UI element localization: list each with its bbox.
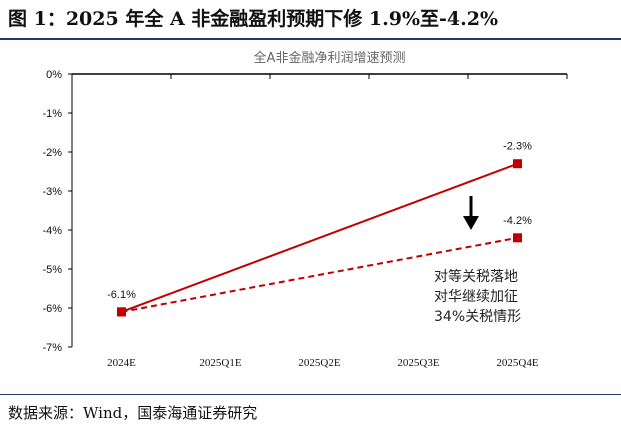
plot-area xyxy=(72,74,567,347)
x-tick-label: 2025Q3E xyxy=(397,357,439,369)
series-line-baseline xyxy=(121,162,518,313)
y-tick-label: -3% xyxy=(42,186,62,198)
y-tick-label: -4% xyxy=(42,225,62,237)
data-label: -2.3% xyxy=(503,141,532,153)
data-label: -4.2% xyxy=(503,215,532,227)
data-point xyxy=(513,159,522,169)
x-tick-label: 2025Q1E xyxy=(199,357,241,369)
x-tick-label: 2024E xyxy=(107,357,136,369)
x-tick-label: 2025Q4E xyxy=(496,357,538,369)
data-point xyxy=(117,307,126,317)
data-label: -6.1% xyxy=(107,289,136,301)
annotation-line: 对等关税落地 xyxy=(434,268,518,285)
figure-title: 图 1：2025 年全 A 非金融盈利预期下修 1.9%至-4.2% xyxy=(8,8,499,30)
annotation-line: 34%关税情形 xyxy=(434,309,521,325)
series-line-tariff-scenario xyxy=(121,236,518,313)
y-tick-label: -5% xyxy=(42,264,62,276)
y-tick-label: -6% xyxy=(42,303,62,315)
y-tick-label: -1% xyxy=(42,108,62,120)
source-note: 数据来源：Wind，国泰海通证券研究 xyxy=(8,404,258,422)
title-rule xyxy=(0,38,621,40)
y-tick-label: 0% xyxy=(46,69,62,81)
annotation-line: 对华继续加征 xyxy=(434,288,518,305)
down-arrow-head-icon xyxy=(463,216,479,230)
data-point xyxy=(513,233,522,243)
chart-title: 全A非金融净利润增速预测 xyxy=(254,50,406,66)
y-tick-label: -2% xyxy=(42,147,62,159)
x-tick-label: 2025Q2E xyxy=(298,357,340,369)
y-tick-label: -7% xyxy=(42,342,62,354)
source-rule xyxy=(0,394,621,395)
